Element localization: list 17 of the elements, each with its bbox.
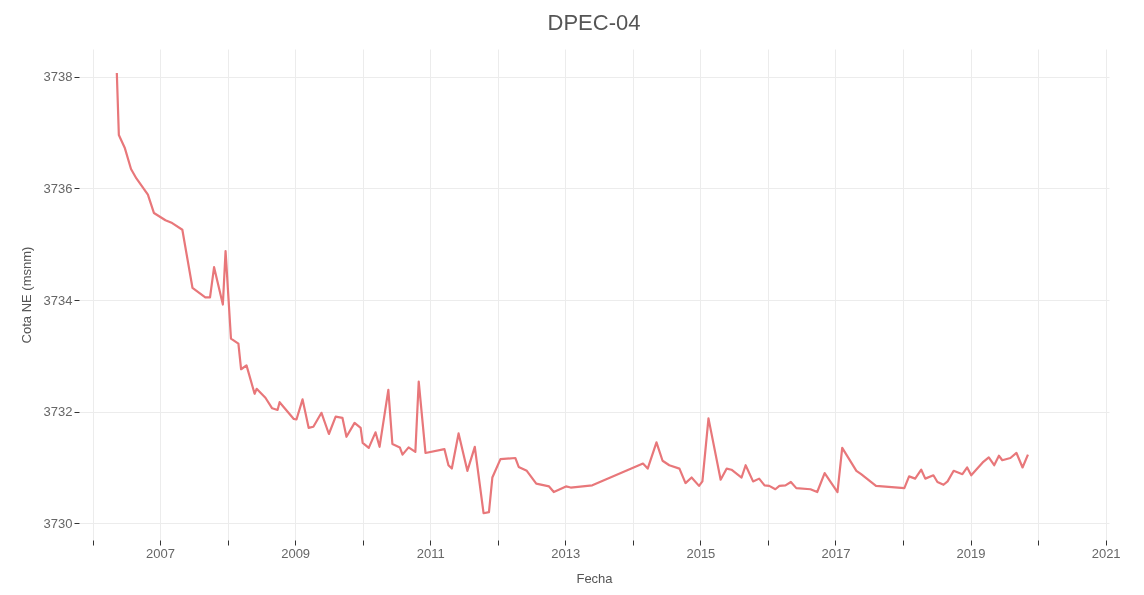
y-tick-label: 3736 [43,180,73,196]
y-tick-label: 3738 [43,69,73,85]
y-tick-label: 3734 [43,292,73,308]
x-tick-label: 2011 [416,545,445,561]
x-tick-label: 2009 [281,545,311,561]
x-tick-label: 2007 [146,545,176,561]
y-axis-title: Cota NE (msnm) [18,246,34,344]
x-tick-label: 2017 [821,545,851,561]
x-tick-label: 2015 [686,545,716,561]
x-axis-title: Fecha [576,570,614,586]
line-series [115,71,1030,515]
chart-title: DPEC-04 [547,10,641,35]
x-tick-label: 2021 [1091,545,1121,561]
x-tick-label: 2019 [956,545,986,561]
y-tick-label: 3730 [43,515,73,531]
x-tick-label: 2013 [551,545,581,561]
y-tick-label: 3732 [43,404,73,420]
